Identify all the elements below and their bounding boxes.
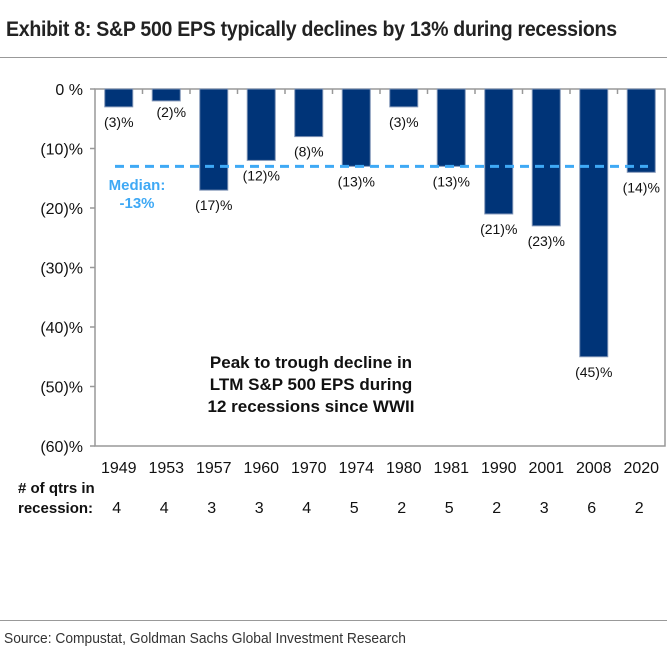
data-label: (3)%: [104, 114, 134, 130]
bar-1949: [104, 88, 134, 108]
top-divider: [0, 57, 667, 58]
median-value: -13%: [119, 195, 154, 212]
bar-1990: [484, 88, 514, 215]
x-tick-label: 1974: [338, 460, 374, 477]
bar-1953: [151, 88, 181, 102]
y-tick-label: (50)%: [40, 380, 83, 397]
y-tick-label: (30)%: [40, 261, 83, 278]
y-tick-label: (10)%: [40, 142, 83, 159]
y-tick-label: (20)%: [40, 201, 83, 218]
annotation-line: 12 recessions since WWII: [208, 397, 415, 416]
qtrs-value: 5: [445, 500, 454, 517]
qtrs-value: 3: [255, 500, 264, 517]
x-tick-label: 2008: [576, 460, 612, 477]
bottom-divider: [0, 620, 667, 621]
qtrs-value: 3: [207, 500, 216, 517]
bar-2008: [579, 88, 609, 358]
bar-2020: [626, 88, 656, 173]
bar-2001: [531, 88, 561, 227]
x-tick-label: 2020: [623, 460, 659, 477]
data-label: (14)%: [623, 179, 660, 195]
chart-title: Exhibit 8: S&P 500 EPS typically decline…: [6, 18, 617, 41]
x-tick-label: 2001: [528, 460, 564, 477]
source-note: Source: Compustat, Goldman Sachs Global …: [4, 630, 406, 647]
qtrs-value: 4: [302, 500, 311, 517]
bar-1981: [436, 88, 466, 167]
annotation-line: LTM S&P 500 EPS during: [210, 375, 412, 394]
data-label: (12)%: [243, 167, 280, 183]
x-tick-label: 1970: [291, 460, 327, 477]
qtrs-value: 4: [112, 500, 121, 517]
x-tick-label: 1953: [148, 460, 184, 477]
x-tick-label: 1949: [101, 460, 137, 477]
y-tick-label: (40)%: [40, 320, 83, 337]
qtrs-value: 4: [160, 500, 169, 517]
data-label: (2)%: [156, 104, 186, 120]
data-label: (13)%: [338, 173, 375, 189]
y-tick-label: 0 %: [55, 82, 83, 99]
bar-1970: [294, 88, 324, 138]
data-label: (17)%: [195, 197, 232, 213]
qtrs-value: 3: [540, 500, 549, 517]
x-tick-label: 1980: [386, 460, 422, 477]
qtrs-value: 6: [587, 500, 596, 517]
median-label: Median:: [109, 177, 166, 194]
data-label: (45)%: [575, 364, 612, 380]
data-label: (13)%: [433, 173, 470, 189]
x-tick-label: 1957: [196, 460, 232, 477]
annotation-line: Peak to trough decline in: [210, 353, 412, 372]
bar-1960: [246, 88, 276, 161]
qtrs-label: recession:: [18, 500, 93, 517]
qtrs-value: 2: [397, 500, 406, 517]
qtrs-value: 2: [635, 500, 644, 517]
bar-1974: [341, 88, 371, 167]
bar-1980: [389, 88, 419, 108]
x-tick-label: 1960: [243, 460, 279, 477]
y-tick-label: (60)%: [40, 439, 83, 456]
data-label: (3)%: [389, 114, 419, 130]
x-tick-label: 1981: [433, 460, 469, 477]
data-label: (8)%: [294, 144, 324, 160]
bar-1957: [199, 88, 229, 191]
qtrs-label: # of qtrs in: [18, 480, 95, 497]
x-tick-label: 1990: [481, 460, 517, 477]
qtrs-value: 5: [350, 500, 359, 517]
qtrs-value: 2: [492, 500, 501, 517]
data-label: (21)%: [480, 221, 517, 237]
chart: 0 % (10)% (20)% (30)% (40)% (50)% (60)% (3)% 194…: [18, 82, 666, 517]
data-label: (23)%: [528, 233, 565, 249]
